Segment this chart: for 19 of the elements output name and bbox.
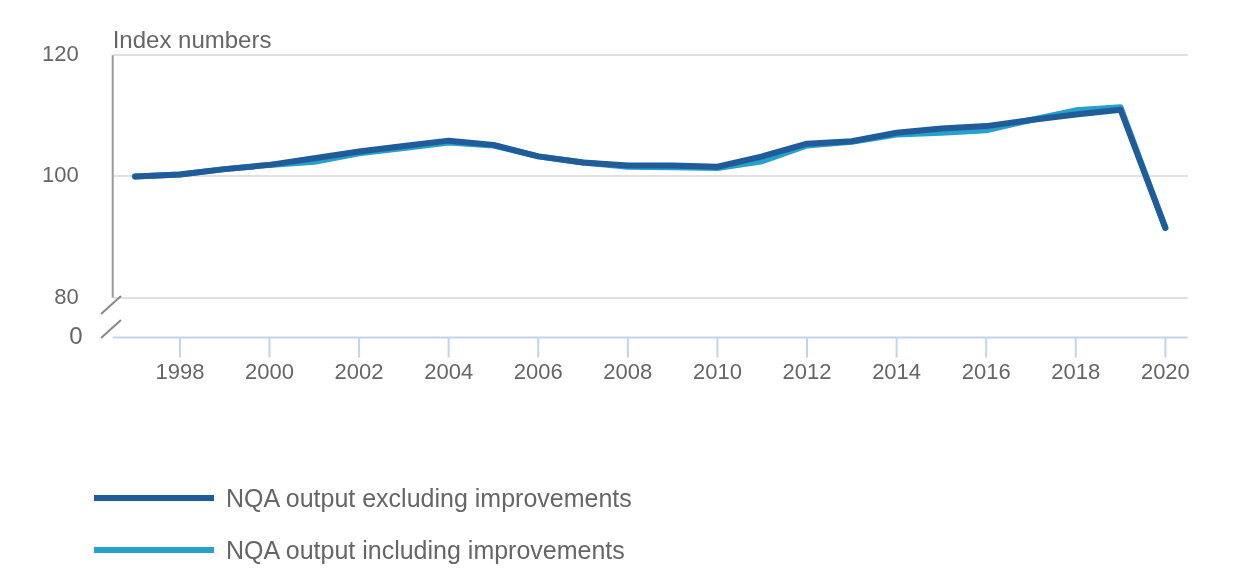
x-tick-label: 2012 bbox=[782, 358, 832, 384]
x-tick-label: 2000 bbox=[245, 358, 294, 384]
legend-label: NQA output including improvements bbox=[226, 535, 625, 565]
x-tick-label: 2010 bbox=[692, 358, 742, 384]
y-tick-label: 120 bbox=[41, 41, 79, 67]
x-tick-label: 2014 bbox=[872, 358, 922, 384]
x-tick-label: 2018 bbox=[1051, 358, 1101, 384]
x-tick-label: 2016 bbox=[961, 358, 1011, 384]
y-axis-title: Index numbers bbox=[112, 25, 272, 53]
y-tick-label: 80 bbox=[54, 283, 79, 309]
x-tick-label: 2004 bbox=[424, 358, 474, 384]
x-tick-label: 2006 bbox=[513, 358, 563, 384]
text: 0 bbox=[69, 322, 83, 350]
x-tick-label: 2008 bbox=[603, 358, 653, 384]
x-tick-label: 1998 bbox=[155, 358, 205, 384]
legend-label: NQA output excluding improvements bbox=[226, 483, 632, 513]
y-tick-label: 100 bbox=[41, 162, 79, 188]
x-tick-label: 2020 bbox=[1140, 358, 1190, 384]
x-tick-label: 2002 bbox=[334, 358, 384, 384]
